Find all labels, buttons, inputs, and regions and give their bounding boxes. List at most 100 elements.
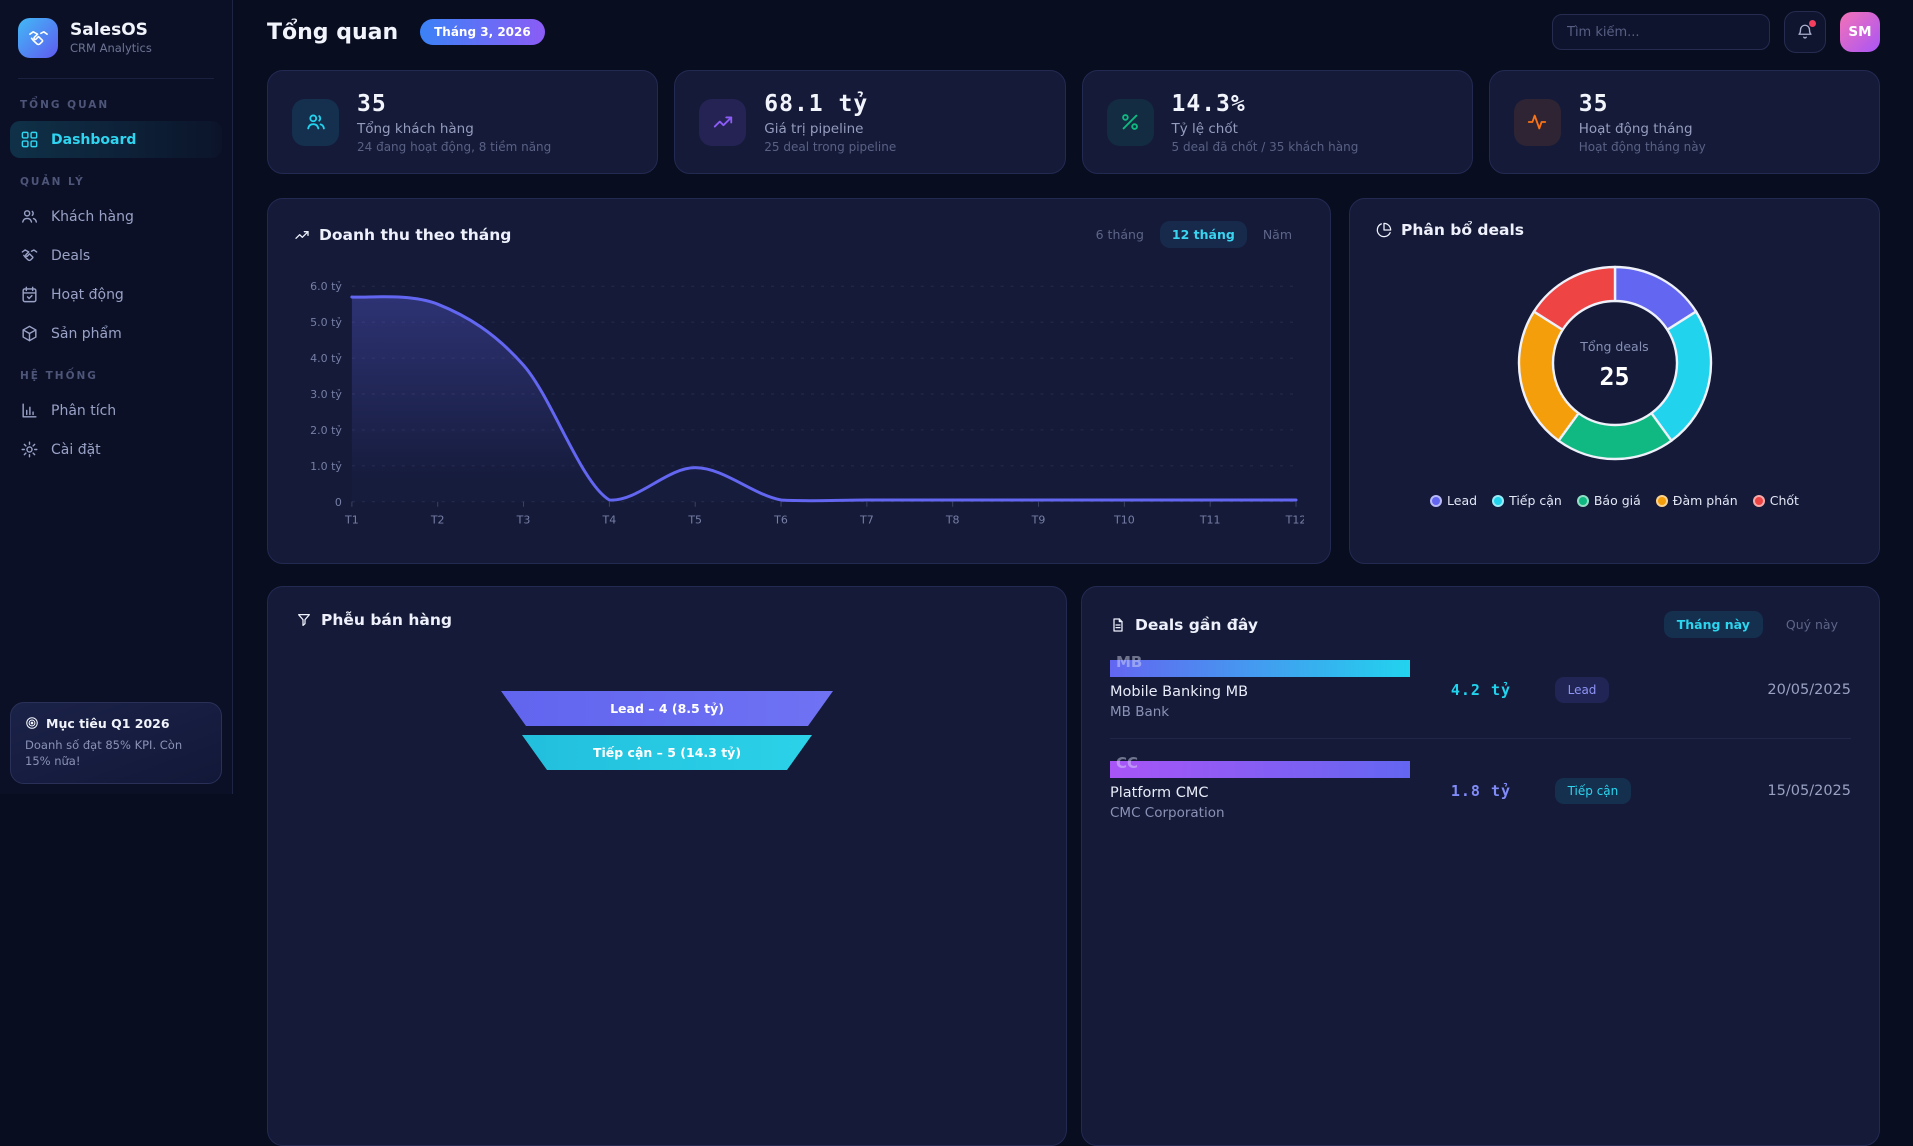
pie-chart-icon <box>1376 222 1392 238</box>
range-pill-12-tháng[interactable]: 12 tháng <box>1160 221 1247 248</box>
svg-text:T2: T2 <box>430 514 445 527</box>
sidebar-item-phân-tích[interactable]: Phân tích <box>10 392 222 429</box>
kpi-label: Tỷ lệ chốt <box>1172 121 1359 137</box>
nav-section-label: TỔNG QUAN <box>0 83 232 119</box>
avatar[interactable]: SM <box>1840 12 1880 52</box>
legend-label: Lead <box>1447 493 1477 508</box>
goal-body: Doanh số đạt 85% KPI. Còn 15% nữa! <box>25 737 207 770</box>
users-icon <box>20 207 39 226</box>
sidebar: SalesOS CRM Analytics TỔNG QUAN Dashboard… <box>0 0 233 794</box>
legend-item-chốt: Chốt <box>1753 493 1799 508</box>
app-logo: SalesOS CRM Analytics <box>0 14 232 62</box>
handshake-icon <box>20 246 39 265</box>
legend-item-lead: Lead <box>1430 493 1477 508</box>
package-icon <box>20 324 39 343</box>
sidebar-item-dashboard[interactable]: Dashboard <box>10 121 222 158</box>
gear-icon <box>20 440 39 459</box>
funnel-icon <box>296 612 312 628</box>
notification-dot <box>1809 20 1816 27</box>
legend-dot <box>1492 495 1504 507</box>
range-pill-Năm[interactable]: Năm <box>1251 221 1304 248</box>
svg-text:3.0 tỷ: 3.0 tỷ <box>310 388 342 401</box>
deal-company: MB Bank <box>1110 704 1451 720</box>
svg-text:T9: T9 <box>1031 514 1046 527</box>
deals-toggle-tháng-này[interactable]: Tháng này <box>1664 611 1763 638</box>
handshake-logo-icon <box>18 18 58 58</box>
sidebar-item-sản-phẩm[interactable]: Sản phẩm <box>10 315 222 352</box>
legend-label: Đàm phán <box>1673 493 1738 508</box>
funnel-stages: Lead – 4 (8.5 tỷ) Tiếp cận – 5 (14.3 tỷ) <box>296 691 1038 770</box>
deal-company: CMC Corporation <box>1110 805 1451 821</box>
deal-date: 20/05/2025 <box>1767 682 1851 698</box>
sidebar-item-hoạt-động[interactable]: Hoạt động <box>10 276 222 313</box>
goal-card: Mục tiêu Q1 2026 Doanh số đạt 85% KPI. C… <box>10 702 222 784</box>
funnel-stage: Lead – 4 (8.5 tỷ) <box>501 691 833 726</box>
app-name: SalesOS <box>70 21 152 41</box>
sidebar-item-label: Dashboard <box>51 132 136 148</box>
sidebar-divider <box>18 78 214 79</box>
legend-dot <box>1656 495 1668 507</box>
sidebar-item-label: Cài đặt <box>51 442 101 458</box>
revenue-chart-title: Doanh thu theo tháng <box>319 226 511 244</box>
svg-text:T12: T12 <box>1285 514 1304 527</box>
svg-text:T5: T5 <box>687 514 702 527</box>
users-icon <box>292 99 339 146</box>
month-badge: Tháng 3, 2026 <box>420 19 545 45</box>
svg-text:4.0 tỷ: 4.0 tỷ <box>310 352 342 365</box>
kpi-value: 14.3% <box>1172 91 1359 117</box>
sidebar-item-deals[interactable]: Deals <box>10 237 222 274</box>
deal-value: 4.2 tỷ <box>1451 681 1555 699</box>
svg-text:T11: T11 <box>1199 514 1221 527</box>
nav-section-label: HỆ THỐNG <box>0 354 232 390</box>
kpi-label: Tổng khách hàng <box>357 121 551 137</box>
legend-dot <box>1577 495 1589 507</box>
svg-text:T10: T10 <box>1113 514 1135 527</box>
sidebar-item-label: Deals <box>51 248 90 264</box>
app-tagline: CRM Analytics <box>70 41 152 55</box>
deal-distribution-donut <box>1507 255 1723 475</box>
nav-section-label: QUẢN LÝ <box>0 160 232 196</box>
recent-deals-title: Deals gần đây <box>1135 616 1258 634</box>
range-pill-6-tháng[interactable]: 6 tháng <box>1084 221 1156 248</box>
bar-chart-icon <box>20 401 39 420</box>
svg-text:T7: T7 <box>859 514 874 527</box>
deals-toggle-group: Tháng này Quý này <box>1664 611 1851 638</box>
deals-toggle-quý-này[interactable]: Quý này <box>1773 611 1851 638</box>
deal-stage-badge: Tiếp cận <box>1555 778 1632 804</box>
sidebar-item-cài-đặt[interactable]: Cài đặt <box>10 431 222 468</box>
donut-segment-đàm-phán <box>1518 312 1578 441</box>
deal-name: Mobile Banking MB <box>1110 684 1451 700</box>
donut-segment-tiếp-cận <box>1651 312 1711 441</box>
trending-up-icon <box>699 99 746 146</box>
calendar-check-icon <box>20 285 39 304</box>
deal-progress-bar <box>1110 660 1410 677</box>
kpi-label: Giá trị pipeline <box>764 121 896 137</box>
sidebar-item-khách-hàng[interactable]: Khách hàng <box>10 198 222 235</box>
funnel-title: Phễu bán hàng <box>321 611 452 629</box>
sales-funnel-card: Phễu bán hàng Lead – 4 (8.5 tỷ) Tiếp cận … <box>267 586 1067 1146</box>
legend-dot <box>1430 495 1442 507</box>
legend-dot <box>1753 495 1765 507</box>
sidebar-item-label: Sản phẩm <box>51 326 122 342</box>
legend-item-báo-giá: Báo giá <box>1577 493 1641 508</box>
deal-value: 1.8 tỷ <box>1451 782 1555 800</box>
notifications-button[interactable] <box>1784 11 1826 53</box>
deal-stage-badge: Lead <box>1555 677 1610 703</box>
kpi-sub: 25 deal trong pipeline <box>764 140 896 154</box>
svg-text:T8: T8 <box>945 514 960 527</box>
funnel-stage: Tiếp cận – 5 (14.3 tỷ) <box>522 735 812 770</box>
deal-date: 15/05/2025 <box>1767 783 1851 799</box>
search-input[interactable] <box>1552 14 1770 50</box>
